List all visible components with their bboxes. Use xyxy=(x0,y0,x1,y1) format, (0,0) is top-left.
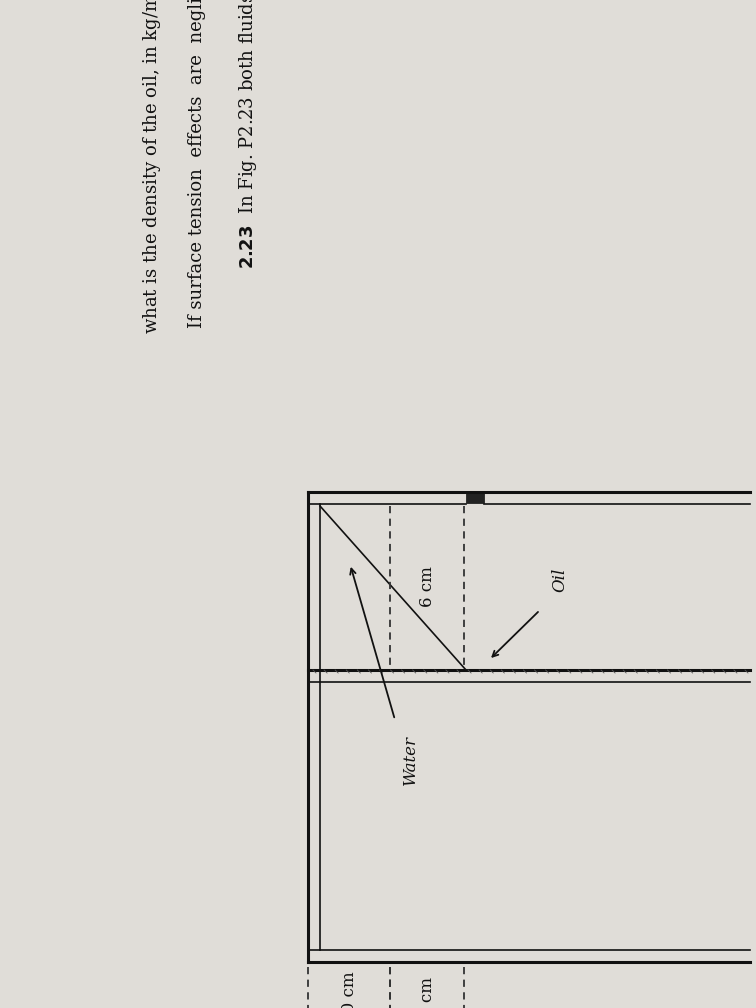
Text: $\mathbf{2.23}$  In Fig. P2.23 both fluids are at 20°C.: $\mathbf{2.23}$ In Fig. P2.23 both fluid… xyxy=(237,0,259,269)
Text: Water: Water xyxy=(401,735,419,785)
Text: 8 cm: 8 cm xyxy=(419,977,435,1008)
Text: what is the density of the oil, in kg/m$^3$?: what is the density of the oil, in kg/m$… xyxy=(140,0,164,335)
Text: Oil: Oil xyxy=(551,568,569,592)
Bar xyxy=(466,493,484,503)
Text: 6 cm: 6 cm xyxy=(419,566,435,608)
Text: If surface tension  effects  are  negligible,: If surface tension effects are negligibl… xyxy=(188,0,206,328)
Text: 10 cm: 10 cm xyxy=(340,971,358,1008)
